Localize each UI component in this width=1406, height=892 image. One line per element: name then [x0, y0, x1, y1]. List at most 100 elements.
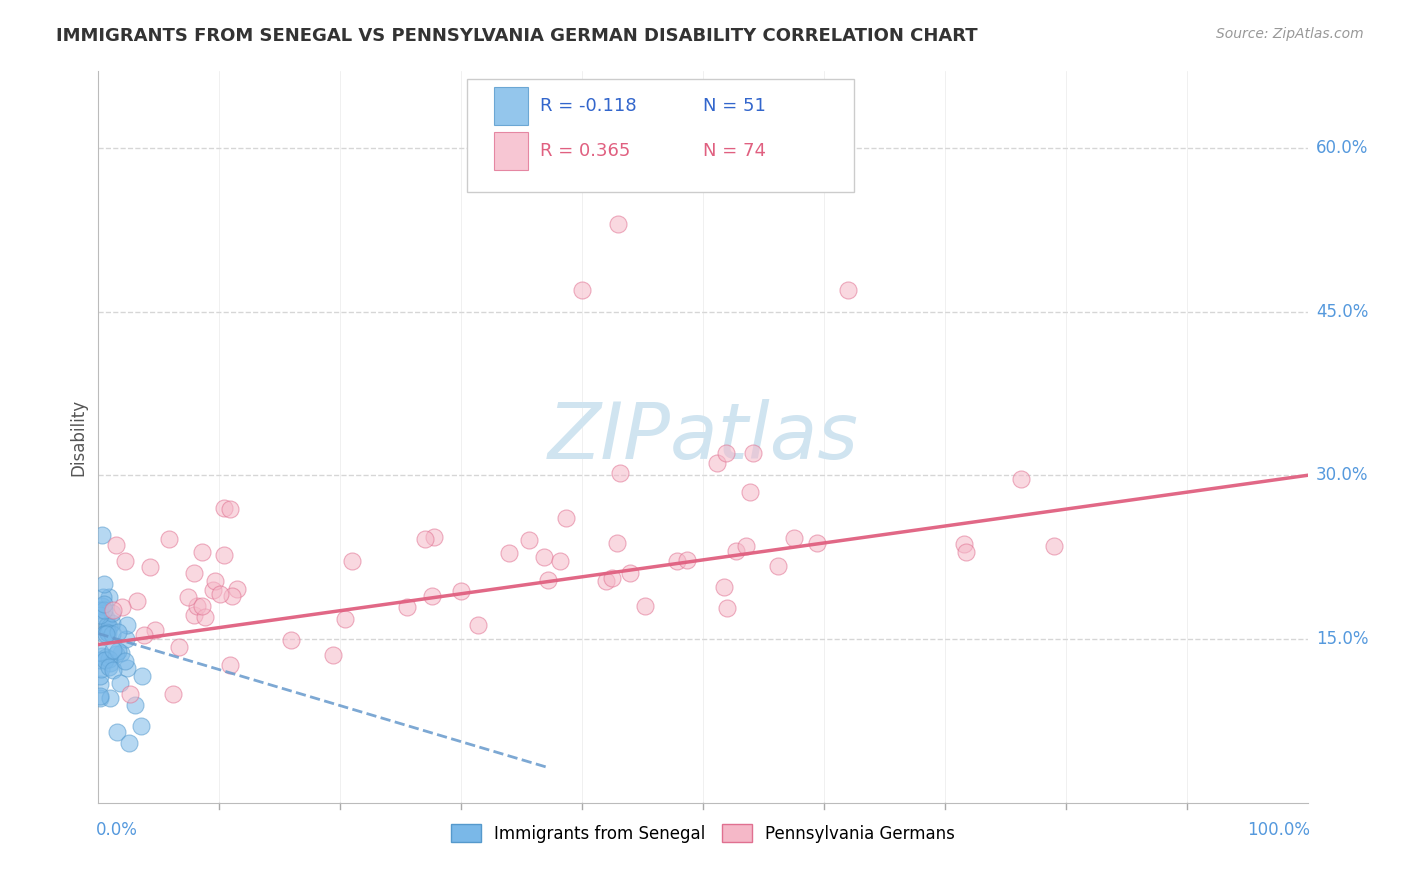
Point [783, 531, 806, 545]
Point [98, 590, 121, 604]
Point [96, 624, 118, 638]
Point [115, 632, 138, 646]
Point [955, 545, 977, 559]
Point [706, 457, 728, 471]
Point [322, 648, 344, 662]
Point [105, 538, 128, 552]
Point [89, 691, 111, 706]
Text: IMMIGRANTS FROM SENEGAL VS PENNSYLVANIA GERMAN DISABILITY CORRELATION CHART: IMMIGRANTS FROM SENEGAL VS PENNSYLVANIA … [56, 27, 977, 45]
Point [107, 644, 129, 658]
Point [91, 591, 114, 605]
Point [606, 536, 628, 550]
Point [90, 662, 112, 676]
Point [93, 627, 115, 641]
Point [98, 651, 121, 665]
Point [634, 599, 657, 614]
Point [143, 623, 166, 637]
Point [607, 217, 630, 231]
Text: R = -0.118: R = -0.118 [540, 97, 637, 115]
Point [114, 654, 136, 668]
Point [167, 640, 190, 655]
Point [96, 617, 118, 632]
Point [138, 560, 160, 574]
Point [94, 627, 117, 641]
Point [609, 467, 631, 481]
Point [93, 603, 115, 617]
Point [89, 608, 111, 623]
Point [162, 687, 184, 701]
Point [96, 619, 118, 633]
Point [101, 663, 124, 677]
Point [204, 574, 226, 588]
Point [768, 558, 790, 573]
Point [183, 566, 205, 581]
Point [420, 590, 443, 604]
Point [89, 645, 111, 659]
Point [93, 577, 115, 591]
Point [177, 591, 200, 605]
Point [94, 611, 117, 625]
Point [725, 544, 748, 558]
Point [97, 626, 120, 640]
Point [129, 719, 152, 733]
Point [93, 653, 115, 667]
Point [111, 599, 134, 614]
Point [952, 537, 974, 551]
Point [1010, 472, 1032, 486]
Point [415, 532, 437, 546]
Point [125, 593, 148, 607]
Point [190, 599, 212, 613]
Point [396, 600, 419, 615]
Point [212, 501, 235, 516]
Point [450, 584, 472, 599]
Point [423, 530, 446, 544]
Point [101, 616, 124, 631]
Point [595, 574, 617, 588]
Text: 30.0%: 30.0% [1316, 467, 1368, 484]
Point [1042, 539, 1064, 553]
Point [219, 657, 242, 672]
Point [214, 548, 236, 562]
Text: 100.0%: 100.0% [1247, 821, 1310, 839]
Point [91, 528, 114, 542]
Point [132, 627, 155, 641]
Point [98, 660, 121, 674]
Point [89, 668, 111, 682]
Point [107, 625, 129, 640]
Point [108, 675, 131, 690]
Point [537, 573, 560, 587]
Point [183, 608, 205, 623]
Point [837, 283, 859, 297]
Point [105, 724, 128, 739]
Point [734, 539, 756, 553]
Point [89, 677, 111, 691]
Point [619, 566, 641, 581]
Point [600, 570, 623, 584]
Y-axis label: Disability: Disability [69, 399, 87, 475]
Point [219, 501, 242, 516]
Text: Source: ZipAtlas.com: Source: ZipAtlas.com [1216, 27, 1364, 41]
Point [118, 736, 141, 750]
Point [110, 646, 132, 660]
Point [340, 554, 363, 568]
Point [101, 627, 124, 641]
Point [114, 553, 136, 567]
Point [90, 649, 112, 664]
Point [118, 687, 141, 701]
Point [550, 554, 572, 568]
Text: 45.0%: 45.0% [1316, 302, 1368, 320]
Point [131, 669, 153, 683]
Point [741, 446, 763, 460]
Point [221, 589, 243, 603]
Point [115, 661, 138, 675]
Point [103, 603, 125, 617]
Point [333, 612, 356, 626]
Point [101, 643, 124, 657]
Point [194, 610, 217, 624]
Point [93, 597, 115, 611]
Text: 0.0%: 0.0% [96, 821, 138, 839]
Point [225, 582, 247, 596]
Point [467, 618, 489, 632]
Text: R = 0.365: R = 0.365 [540, 142, 630, 160]
Point [100, 606, 122, 620]
